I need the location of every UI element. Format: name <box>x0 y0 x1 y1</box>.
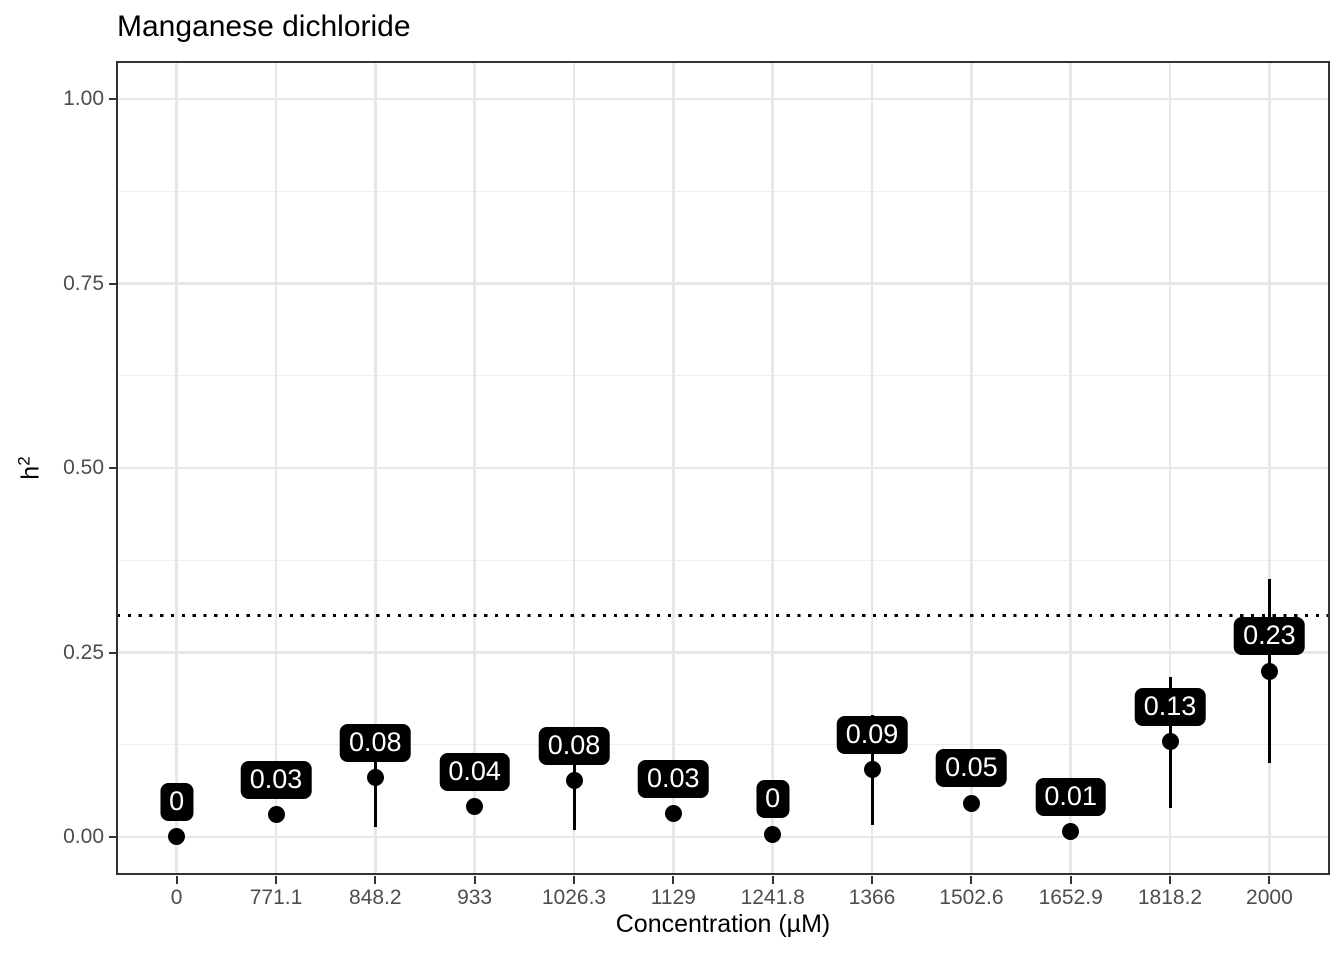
gridline-major-horizontal <box>117 282 1329 285</box>
gridline-major-vertical <box>473 62 476 874</box>
gridline-major-vertical <box>870 62 874 874</box>
x-tick-label: 0 <box>170 886 183 909</box>
y-axis-title-base: h <box>16 465 45 480</box>
x-axis-title: Concentration (µM) <box>615 910 831 938</box>
data-point <box>366 768 384 786</box>
value-label: 0.23 <box>1234 617 1305 656</box>
gridline-minor-horizontal <box>117 375 1329 377</box>
chart-title: Manganese dichloride <box>117 10 411 43</box>
value-label: 0 <box>160 782 194 821</box>
x-tick-label: 933 <box>457 886 493 909</box>
x-tick-label: 2000 <box>1246 886 1293 909</box>
gridline-major-vertical <box>1069 62 1072 874</box>
x-tick-label: 1129 <box>650 886 696 909</box>
gridline-major-vertical <box>175 62 178 874</box>
data-point <box>962 794 980 812</box>
x-tick-mark <box>573 876 575 884</box>
data-point <box>466 798 484 816</box>
data-point <box>267 806 285 824</box>
value-label: 0.01 <box>1035 778 1106 817</box>
data-point <box>863 761 881 779</box>
value-label: 0.03 <box>638 759 709 798</box>
value-label: 0.03 <box>240 761 312 800</box>
gridline-major-vertical <box>1168 62 1172 874</box>
value-label: 0.13 <box>1134 688 1206 727</box>
x-tick-mark <box>374 876 377 884</box>
x-tick-mark <box>1169 876 1171 884</box>
x-tick-label: 1366 <box>848 886 896 909</box>
gridline-minor-horizontal <box>117 559 1329 561</box>
gridline-major-vertical <box>771 62 774 874</box>
gridline-major-vertical <box>1268 62 1271 874</box>
data-point <box>565 771 583 789</box>
x-tick-label: 1502.6 <box>939 886 1004 909</box>
x-tick-mark <box>871 876 873 884</box>
gridline-major-vertical <box>970 62 973 874</box>
x-tick-mark <box>275 876 277 884</box>
value-label: 0.09 <box>836 716 908 755</box>
y-axis-title: h2 <box>14 456 45 479</box>
x-tick-label: 1818.2 <box>1137 886 1203 909</box>
value-label: 0.08 <box>538 726 610 765</box>
x-tick-label: 1241.8 <box>740 886 805 909</box>
gridline-major-vertical <box>572 62 576 874</box>
data-point <box>1260 662 1278 680</box>
gridline-major-horizontal <box>117 651 1329 654</box>
data-point <box>1062 823 1080 841</box>
x-tick-mark <box>1268 876 1271 884</box>
data-point <box>168 827 186 845</box>
y-tick-mark <box>109 282 117 285</box>
y-tick-mark <box>109 97 117 100</box>
x-tick-mark <box>175 876 178 884</box>
y-tick-mark <box>109 836 117 839</box>
x-tick-mark <box>672 876 675 884</box>
x-tick-mark <box>1069 876 1072 884</box>
value-label: 0.04 <box>439 753 510 792</box>
gridline-major-vertical <box>274 62 278 874</box>
y-tick-label: 0.25 <box>63 640 104 664</box>
reference-dotted-line <box>117 614 1329 618</box>
y-tick-label: 0.75 <box>63 271 104 295</box>
gridline-major-vertical <box>374 62 377 874</box>
value-label: 0.05 <box>936 749 1007 788</box>
data-point <box>1161 733 1179 751</box>
x-tick-label: 1026.3 <box>541 886 607 909</box>
gridline-minor-horizontal <box>117 190 1329 192</box>
plot-panel: 0 0.03 0.08 0.04 0.08 0.03 0 0.09 0.05 0.01 0.13 0.… <box>117 62 1329 874</box>
gridline-major-horizontal <box>117 97 1329 101</box>
x-tick-mark <box>970 876 973 884</box>
data-point <box>764 825 782 843</box>
data-point <box>664 805 682 822</box>
gridline-minor-horizontal <box>117 744 1329 746</box>
y-tick-label: 0.00 <box>63 825 104 849</box>
gridline-major-horizontal <box>117 835 1329 839</box>
gridline-major-vertical <box>672 62 675 874</box>
y-tick-label: 0.50 <box>63 456 104 479</box>
value-label: 0.08 <box>340 723 411 762</box>
y-tick-label: 1.00 <box>63 86 104 110</box>
y-tick-mark <box>109 651 117 654</box>
x-tick-mark <box>771 876 774 884</box>
x-tick-label: 771.1 <box>249 886 303 909</box>
y-axis-title-exponent: 2 <box>14 456 34 466</box>
y-tick-mark <box>109 467 117 469</box>
value-label: 0 <box>756 780 790 819</box>
gridline-major-horizontal <box>117 466 1329 470</box>
x-tick-label: 1652.9 <box>1038 886 1103 909</box>
x-tick-label: 848.2 <box>349 886 402 909</box>
x-tick-mark <box>473 876 476 884</box>
